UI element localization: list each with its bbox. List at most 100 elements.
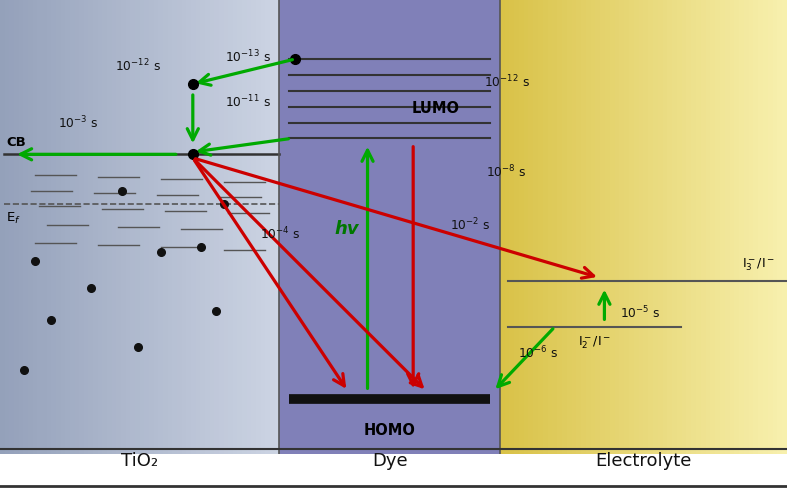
Bar	[37, 0, 42, 454]
Bar	[773, 0, 779, 454]
Bar	[715, 0, 722, 454]
Bar	[14, 0, 19, 454]
Bar	[744, 0, 750, 454]
Bar	[131, 0, 135, 454]
Bar	[782, 0, 787, 454]
Bar	[778, 0, 784, 454]
Bar	[149, 0, 153, 454]
Bar	[759, 0, 765, 454]
Text: Dye: Dye	[371, 452, 408, 470]
Bar	[634, 0, 640, 454]
Bar	[168, 0, 172, 454]
Bar	[42, 0, 46, 454]
Text: E$_f$: E$_f$	[6, 211, 21, 226]
Bar	[667, 0, 674, 454]
Bar	[275, 0, 279, 454]
Bar	[70, 0, 75, 454]
Bar	[672, 0, 678, 454]
Bar	[677, 0, 683, 454]
Bar	[265, 0, 270, 454]
Text: $10^{-3}$ s: $10^{-3}$ s	[58, 115, 99, 132]
Bar	[144, 0, 149, 454]
Bar	[534, 0, 540, 454]
Bar	[739, 0, 745, 454]
Bar	[730, 0, 736, 454]
Bar	[238, 0, 242, 454]
Bar	[260, 0, 265, 454]
Bar	[209, 0, 214, 454]
Text: $10^{-12}$ s: $10^{-12}$ s	[116, 58, 161, 74]
Bar	[644, 0, 650, 454]
Bar	[51, 0, 56, 454]
Bar	[706, 0, 712, 454]
Bar	[32, 0, 37, 454]
Bar	[158, 0, 163, 454]
Bar	[748, 0, 755, 454]
Bar	[252, 0, 256, 454]
Bar	[763, 0, 770, 454]
Bar	[529, 0, 535, 454]
Text: CB: CB	[6, 136, 26, 149]
Bar	[691, 0, 697, 454]
Bar	[768, 0, 774, 454]
Bar	[9, 0, 14, 454]
Bar	[88, 0, 93, 454]
Text: $10^{-11}$ s: $10^{-11}$ s	[225, 94, 271, 110]
Bar	[112, 0, 116, 454]
Bar	[65, 0, 70, 454]
Bar	[686, 0, 693, 454]
Text: hv: hv	[334, 220, 359, 238]
Bar	[638, 0, 645, 454]
Bar	[567, 0, 573, 454]
Bar	[610, 0, 616, 454]
Bar	[700, 0, 708, 454]
Bar	[28, 0, 32, 454]
Bar	[196, 0, 200, 454]
Bar	[500, 0, 506, 454]
Bar	[629, 0, 635, 454]
Bar	[523, 0, 530, 454]
Text: $10^{-13}$ s: $10^{-13}$ s	[225, 48, 271, 65]
Bar	[153, 0, 158, 454]
Bar	[228, 0, 233, 454]
Bar	[648, 0, 655, 454]
Text: $10^{-6}$ s: $10^{-6}$ s	[518, 345, 558, 362]
Text: Electrolyte: Electrolyte	[595, 452, 692, 470]
Bar	[256, 0, 260, 454]
Bar	[177, 0, 182, 454]
Bar	[270, 0, 275, 454]
Text: HOMO: HOMO	[364, 423, 416, 438]
Bar	[187, 0, 191, 454]
Bar	[75, 0, 79, 454]
Bar	[711, 0, 717, 454]
Bar	[0, 0, 5, 454]
Text: $10^{-2}$ s: $10^{-2}$ s	[450, 216, 490, 233]
Text: $10^{-5}$ s: $10^{-5}$ s	[620, 305, 660, 322]
Text: $10^{-8}$ s: $10^{-8}$ s	[486, 164, 527, 181]
Bar	[653, 0, 660, 454]
Bar	[126, 0, 131, 454]
Bar	[557, 0, 563, 454]
Bar	[514, 0, 520, 454]
Bar	[571, 0, 578, 454]
Bar	[182, 0, 187, 454]
Bar	[548, 0, 554, 454]
Text: LUMO: LUMO	[412, 102, 460, 117]
Bar	[519, 0, 525, 454]
Bar	[116, 0, 121, 454]
Bar	[725, 0, 731, 454]
Bar	[624, 0, 630, 454]
Bar	[19, 0, 24, 454]
Bar	[600, 0, 607, 454]
Bar	[696, 0, 703, 454]
Text: TiO₂: TiO₂	[121, 452, 158, 470]
Bar	[233, 0, 238, 454]
Bar	[586, 0, 593, 454]
Bar	[205, 0, 209, 454]
Bar	[200, 0, 205, 454]
Bar	[605, 0, 611, 454]
Bar	[224, 0, 228, 454]
Bar	[509, 0, 515, 454]
Bar	[720, 0, 726, 454]
Bar	[98, 0, 102, 454]
